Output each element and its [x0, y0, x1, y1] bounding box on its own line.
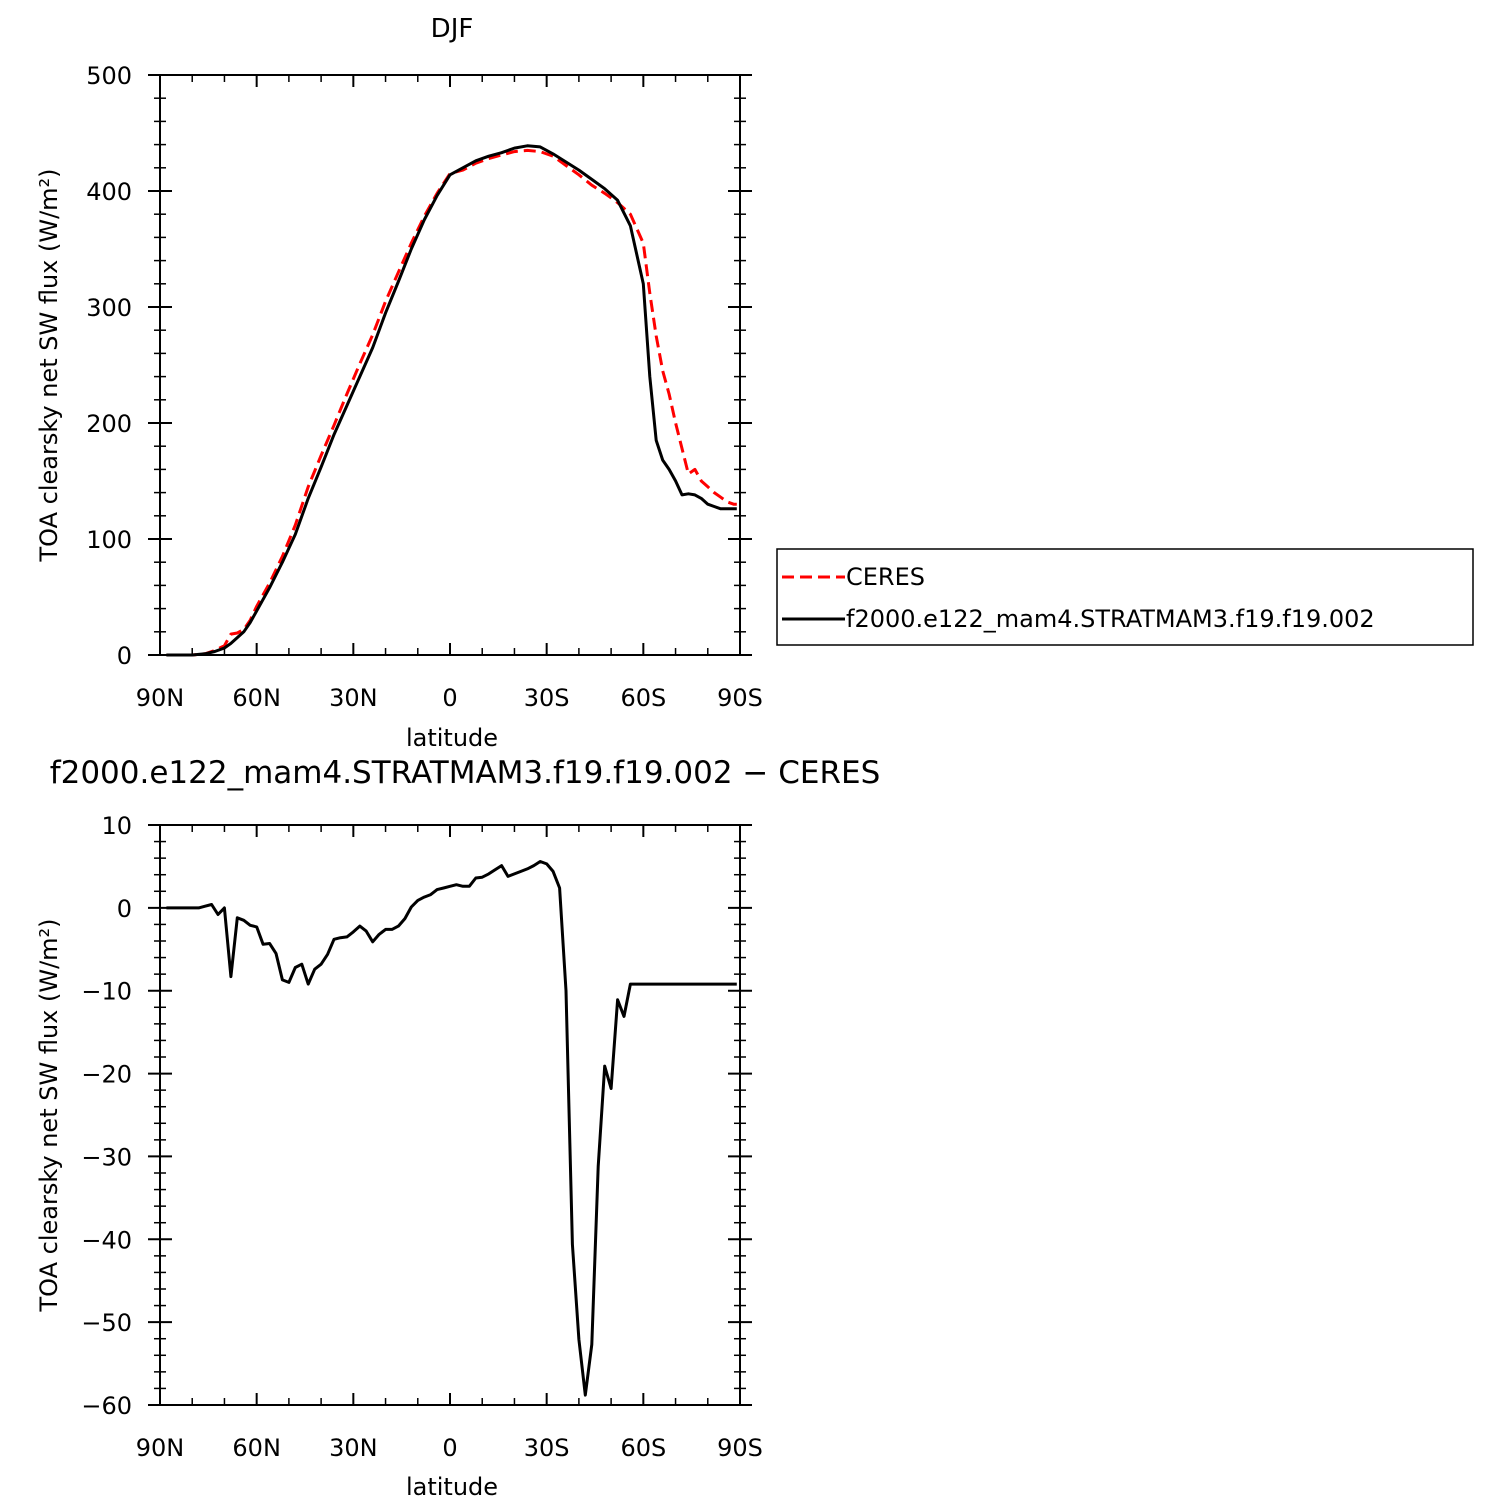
- bottom-x-tick-label: 90N: [136, 1434, 185, 1462]
- bottom-y-tick-label: 0: [117, 895, 132, 923]
- top-x-tick-label: 60N: [232, 684, 281, 712]
- top-y-tick-label: 100: [86, 526, 132, 554]
- legend-box: [776, 548, 1474, 646]
- top-x-tick-label: 30S: [524, 684, 570, 712]
- bottom-y-tick-label: −30: [81, 1143, 132, 1171]
- bottom-chart-title: f2000.e122_mam4.STRATMAM3.f19.f19.002 − …: [50, 755, 881, 791]
- top-series-group: [166, 144, 737, 657]
- top-x-tick-label: 60S: [620, 684, 666, 712]
- bottom-y-tick-labels: 10 0 −10 −20 −30 −40 −50 −60: [81, 812, 132, 1420]
- bottom-y-axis-label: TOA clearsky net SW flux (W/m²): [35, 918, 63, 1312]
- bottom-x-tick-label: 30N: [329, 1434, 378, 1462]
- top-x-tick-label: 90N: [136, 684, 185, 712]
- bottom-series-line-model: [166, 860, 737, 1397]
- top-y-axis-label: TOA clearsky net SW flux (W/m²): [35, 168, 63, 562]
- bottom-x-axis-label: latitude: [406, 1473, 498, 1501]
- bottom-series-group: [166, 860, 737, 1397]
- top-x-tick-label: 90S: [717, 684, 763, 712]
- bottom-panel: f2000.e122_mam4.STRATMAM3.f19.f19.002 − …: [35, 755, 880, 1501]
- top-x-tick-label: 30N: [329, 684, 378, 712]
- legend-label-ceres: CERES: [846, 563, 925, 591]
- legend-label-model: f2000.e122_mam4.STRATMAM3.f19.f19.002: [846, 605, 1375, 633]
- bottom-y-tick-label: −50: [81, 1309, 132, 1337]
- bottom-x-tick-label: 90S: [717, 1434, 763, 1462]
- top-y-tick-label: 0: [117, 642, 132, 670]
- top-x-tick-labels: 90N 60N 30N 0 30S 60S 90S: [136, 684, 763, 712]
- top-panel: DJF 90N 60N 30N 0 30S 60S 90S 0 100 200 300 400 500…: [35, 14, 1474, 752]
- bottom-x-tick-label: 60N: [232, 1434, 281, 1462]
- top-y-tick-label: 400: [86, 178, 132, 206]
- top-series-line-model: [166, 144, 737, 657]
- bottom-y-tick-label: −20: [81, 1061, 132, 1089]
- legend: CERES f2000.e122_mam4.STRATMAM3.f19.f19.…: [776, 548, 1474, 646]
- top-chart-title: DJF: [431, 14, 474, 44]
- bottom-x-tick-labels: 90N 60N 30N 0 30S 60S 90S: [136, 1434, 763, 1462]
- top-y-tick-labels: 0 100 200 300 400 500: [86, 62, 132, 670]
- top-x-axis-label: latitude: [406, 724, 498, 752]
- bottom-y-tick-label: −10: [81, 978, 132, 1006]
- top-x-tick-label: 0: [442, 684, 457, 712]
- bottom-y-tick-label: −40: [81, 1226, 132, 1254]
- bottom-y-tick-label: 10: [101, 812, 132, 840]
- top-y-tick-label: 300: [86, 294, 132, 322]
- top-y-tick-label: 200: [86, 410, 132, 438]
- bottom-x-tick-label: 0: [442, 1434, 457, 1462]
- bottom-plot-frame: [159, 824, 741, 1406]
- top-plot-frame: [159, 74, 741, 656]
- top-y-tick-label: 500: [86, 62, 132, 90]
- bottom-y-tick-label: −60: [81, 1392, 132, 1420]
- bottom-x-tick-label: 60S: [620, 1434, 666, 1462]
- bottom-x-tick-label: 30S: [524, 1434, 570, 1462]
